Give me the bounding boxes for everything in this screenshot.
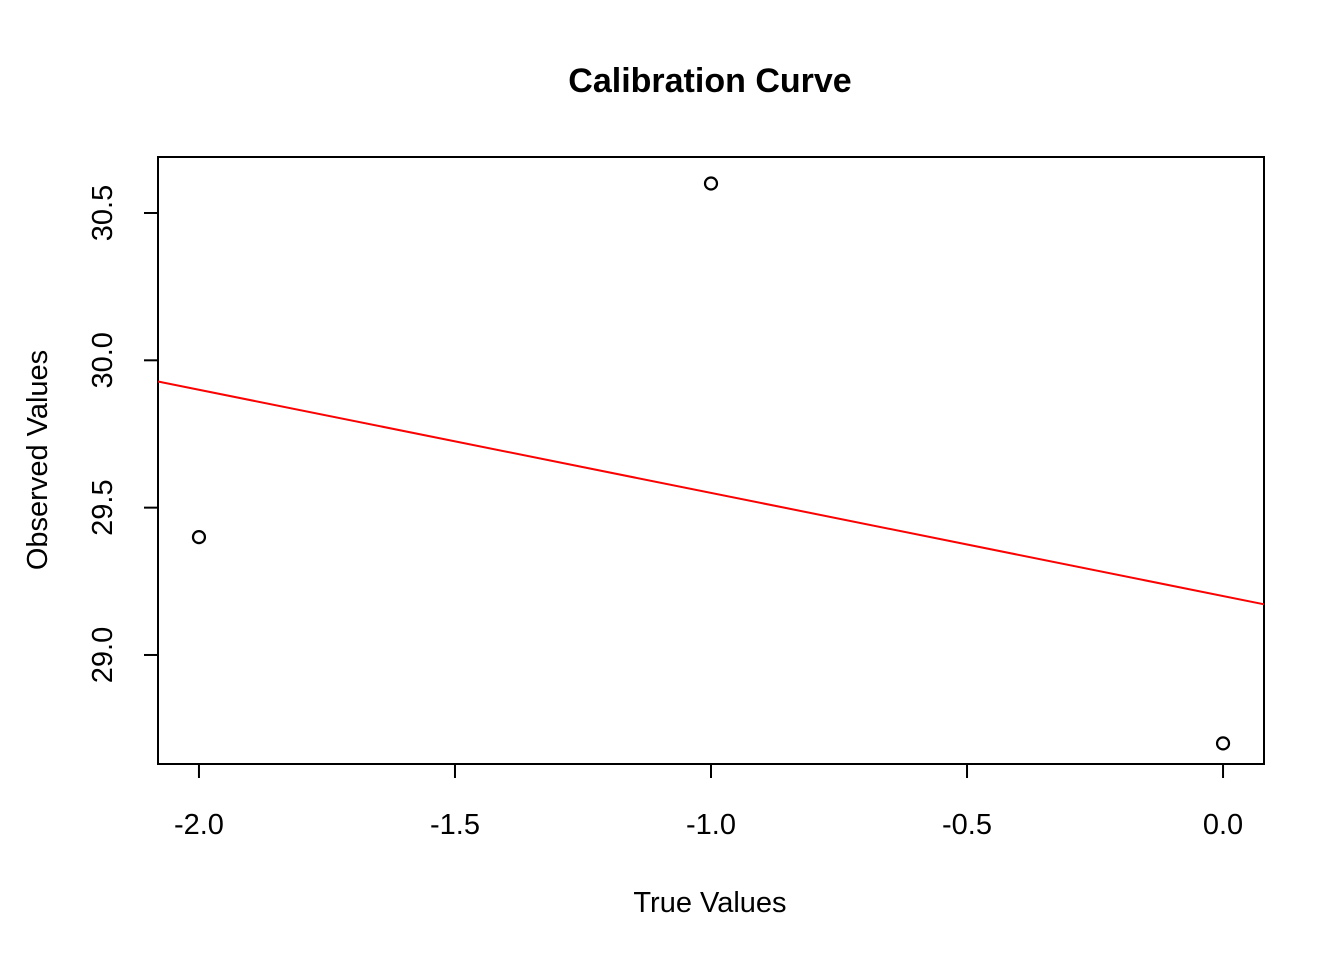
data-point — [1215, 736, 1231, 751]
x-tick-label: -1.0 — [686, 809, 736, 841]
fit-line — [157, 380, 1265, 606]
x-tick-label: -1.5 — [430, 809, 480, 841]
y-axis: 29.0 29.5 30.0 30.5 — [87, 185, 159, 683]
y-tick-label: 29.5 — [87, 479, 119, 535]
y-axis-label: Observed Values — [22, 350, 54, 570]
x-axis-label: True Values — [633, 887, 786, 919]
data-point — [191, 530, 207, 545]
plot-frame — [157, 156, 1265, 765]
x-tick-label: -2.0 — [174, 809, 224, 841]
x-tick-label: -0.5 — [942, 809, 992, 841]
data-points — [191, 176, 1231, 751]
y-tick-label: 30.5 — [87, 185, 119, 241]
y-tick-label: 29.0 — [87, 627, 119, 683]
chart-title: Calibration Curve — [568, 62, 851, 100]
fit-line-group — [157, 380, 1265, 606]
y-tick-label: 30.0 — [87, 332, 119, 388]
x-tick-label: 0.0 — [1203, 809, 1243, 841]
data-point — [703, 176, 719, 191]
x-axis: -2.0 -1.5 -1.0 -0.5 0.0 — [174, 763, 1243, 841]
